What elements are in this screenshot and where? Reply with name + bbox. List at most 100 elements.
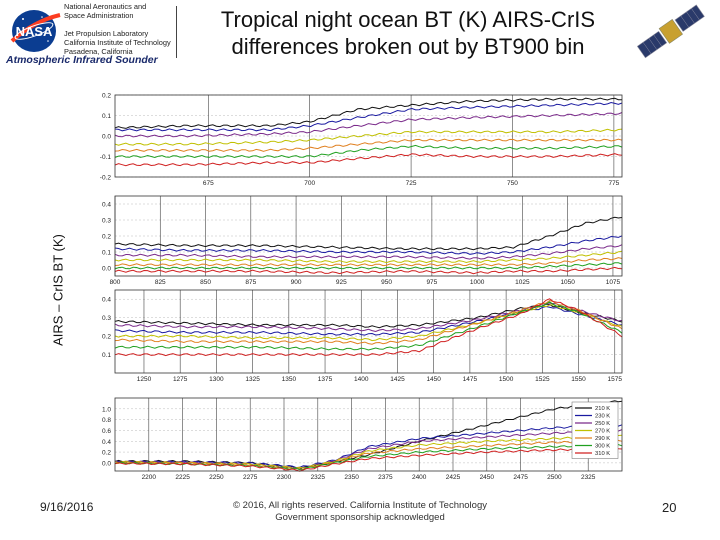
- series-line-300k: [114, 301, 623, 351]
- y-tick-label: 0.2: [102, 334, 111, 341]
- x-tick-label: 1575: [608, 376, 623, 383]
- y-tick-label: 0.3: [102, 315, 111, 322]
- x-tick-label: 1000: [470, 279, 485, 286]
- x-tick-label: 2225: [175, 474, 190, 481]
- y-tick-label: 0.1: [102, 113, 111, 120]
- legend-label: 210 K: [595, 406, 610, 412]
- slide-title: Tropical night ocean BT (K) AIRS-CrIS di…: [188, 6, 628, 60]
- x-tick-label: 1400: [354, 376, 369, 383]
- series-line-210k: [114, 400, 623, 470]
- series-line-250k: [114, 112, 623, 138]
- x-tick-label: 850: [200, 279, 211, 286]
- series-line-310k: [114, 298, 623, 357]
- legend-label: 270 K: [595, 429, 610, 435]
- chart-panel-2: 0.4 0.3 0.2 0.1 0.0 800 825 850 875 900 925 950 975 1…: [102, 195, 623, 286]
- series-line-230k: [114, 101, 623, 132]
- y-tick-label: 0.2: [102, 234, 111, 241]
- x-tick-label: 2325: [581, 474, 596, 481]
- series-line-270k: [114, 128, 623, 146]
- title-line-1: Tropical night ocean BT (K) AIRS-CrIS: [220, 7, 596, 32]
- series-line-270k: [114, 304, 623, 342]
- series-line-270k: [114, 250, 623, 264]
- org-line: Jet Propulsion Laboratory: [64, 29, 149, 38]
- x-tick-label: 1325: [245, 376, 260, 383]
- series-line-210k: [114, 97, 623, 129]
- legend-label: 250 K: [595, 421, 610, 427]
- plot-frame: [114, 195, 623, 277]
- series-line-310k: [114, 153, 623, 167]
- x-tick-label: 1500: [499, 376, 514, 383]
- footer-copyright: © 2016, All rights reserved. California …: [190, 500, 530, 524]
- y-tick-label: 0.4: [102, 297, 111, 304]
- legend-label: 290 K: [595, 436, 610, 442]
- x-tick-label: 900: [291, 279, 302, 286]
- x-tick-label: 1300: [209, 376, 224, 383]
- legend-label: 300 K: [595, 444, 610, 450]
- x-tick-label: 2375: [378, 474, 393, 481]
- y-tick-label: -0.1: [100, 154, 112, 161]
- org-line: Space Administration: [64, 11, 134, 20]
- x-tick-label: 2300: [277, 474, 292, 481]
- y-tick-label: 0.4: [102, 202, 111, 209]
- x-tick-label: 1550: [571, 376, 586, 383]
- x-tick-label: 2400: [412, 474, 427, 481]
- series-line-210k: [114, 216, 623, 251]
- y-tick-label: 0.0: [102, 460, 111, 467]
- nasa-logo-text: NASA: [16, 24, 53, 39]
- header-divider: [176, 6, 177, 58]
- y-tick-label: 0.1: [102, 352, 111, 359]
- chart-panel-1: 0.2 0.1 0.0 -0.1 -0.2 675 700 725 750 775: [100, 93, 623, 187]
- x-tick-label: 2275: [243, 474, 258, 481]
- y-tick-label: -0.2: [100, 175, 112, 182]
- satellite-icon: [636, 4, 705, 59]
- series-line-290k: [114, 138, 623, 152]
- series-line-230k: [114, 305, 623, 336]
- x-tick-label: 800: [110, 279, 121, 286]
- chart-panel-4: 1.0 0.8 0.6 0.4 0.2 0.0 2200 2225 2250 2275 2300 23…: [102, 397, 623, 481]
- y-tick-label: 0.6: [102, 428, 111, 435]
- series-line-230k: [114, 235, 623, 255]
- x-tick-label: 700: [304, 180, 315, 187]
- x-tick-label: 2425: [446, 474, 461, 481]
- series-line-250k: [114, 429, 623, 470]
- series-line-250k: [114, 244, 623, 260]
- x-tick-label: 1250: [137, 376, 152, 383]
- title-line-2: differences broken out by BT900 bin: [231, 34, 585, 59]
- x-tick-label: 1475: [463, 376, 478, 383]
- nasa-logo-icon: NASA: [10, 10, 61, 52]
- series-line-230k: [114, 424, 623, 469]
- x-tick-label: 2325: [311, 474, 326, 481]
- plot-frame: [114, 289, 623, 374]
- org-line: California Institute of Technology: [64, 38, 171, 47]
- x-tick-label: 775: [608, 180, 619, 187]
- x-tick-label: 1275: [173, 376, 188, 383]
- x-tick-label: 675: [203, 180, 214, 187]
- series-line-300k: [114, 144, 623, 159]
- plot-frame: [114, 94, 623, 178]
- series-line-310k: [114, 266, 623, 275]
- copyright-line-2: Government sponsorship acknowledged: [275, 512, 445, 523]
- y-tick-label: 0.1: [102, 250, 111, 257]
- y-tick-label: 0.2: [102, 93, 111, 100]
- x-tick-label: 875: [245, 279, 256, 286]
- sounder-label: Atmospheric Infrared Sounder: [6, 54, 158, 66]
- x-tick-label: 1050: [560, 279, 575, 286]
- x-tick-label: 1075: [606, 279, 621, 286]
- chart-panel-3: 0.4 0.3 0.2 0.1 1250 1275 1300 1325 1350 1375 1400…: [102, 289, 623, 383]
- x-tick-label: 1525: [535, 376, 550, 383]
- footer-date: 9/16/2016: [40, 500, 94, 514]
- org-line: National Aeronautics and: [64, 2, 147, 11]
- x-tick-label: 2450: [480, 474, 495, 481]
- series-line-270k: [114, 434, 623, 469]
- y-tick-label: 0.4: [102, 439, 111, 446]
- x-tick-label: 2200: [142, 474, 157, 481]
- series-line-290k: [114, 299, 623, 345]
- legend-label: 310 K: [595, 451, 610, 457]
- series-line-300k: [114, 262, 623, 270]
- org-line: Pasadena, California: [64, 47, 133, 56]
- series-line-290k: [114, 257, 623, 267]
- y-tick-label: 0.0: [102, 134, 111, 141]
- x-tick-label: 1025: [515, 279, 530, 286]
- series-line-210k: [114, 303, 623, 329]
